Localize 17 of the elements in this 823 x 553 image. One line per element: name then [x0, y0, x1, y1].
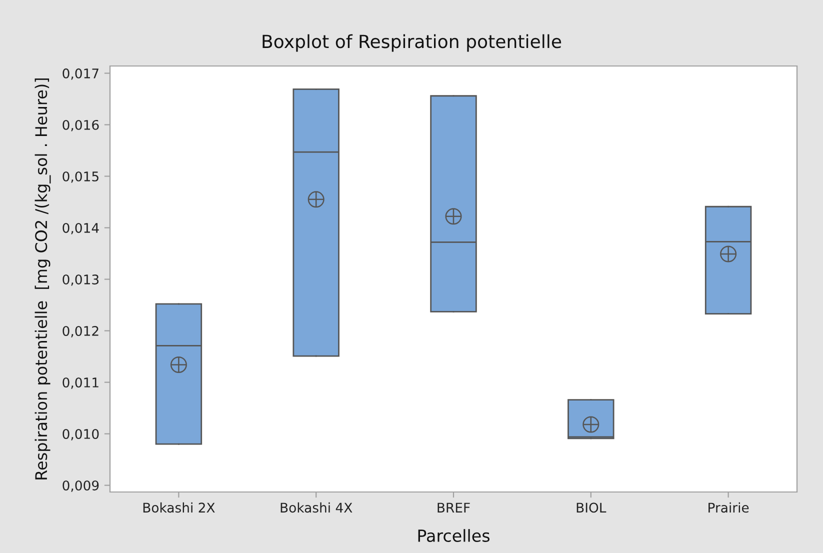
y-tick-label: 0,014	[62, 222, 99, 234]
chart-title: Boxplot of Respiration potentielle	[262, 34, 562, 52]
y-tick-label: 0,017	[62, 68, 98, 80]
x-axis-title: Parcelles	[418, 529, 490, 542]
x-tick-label: BREF	[438, 502, 470, 512]
y-tick-label: 0,015	[62, 171, 98, 183]
y-tick-label: 0,012	[62, 326, 98, 338]
y-axis-title: Respiration potentielle [mg CO2 /(kg_sol . Heure)]	[34, 78, 51, 480]
x-tick-label: BIOL	[576, 502, 606, 513]
x-tick-label: Bokashi 2X	[143, 502, 215, 513]
y-tick-label: 0,011	[62, 378, 98, 389]
y-tick-label: 0,013	[62, 274, 99, 286]
x-tick-label: Prairie	[708, 502, 749, 513]
y-tick-label: 0,009	[62, 480, 99, 492]
x-tick-label: Bokashi 4X	[280, 502, 352, 513]
y-tick-label: 0,010	[62, 429, 99, 440]
y-tick-label: 0,016	[62, 120, 99, 132]
